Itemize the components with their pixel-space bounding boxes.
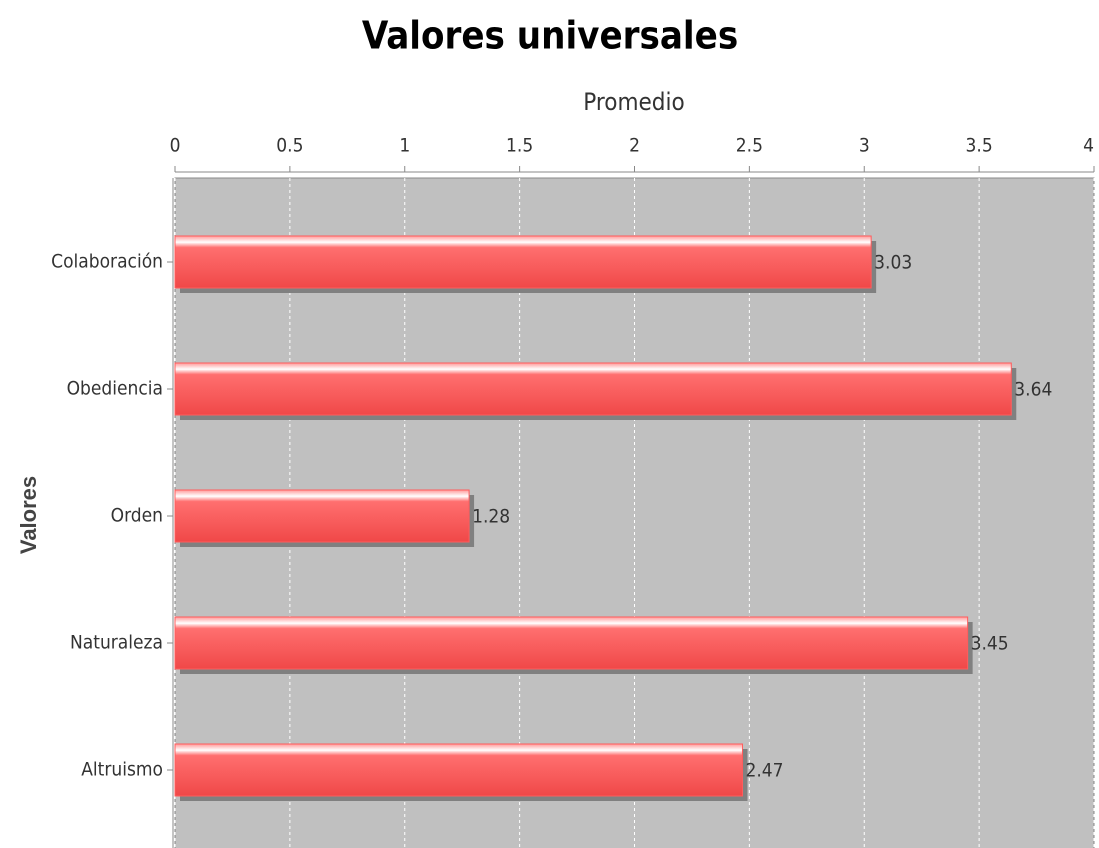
x-tick-label: 3.5 <box>966 135 993 157</box>
bar <box>174 743 743 797</box>
y-axis-label: Valores <box>16 476 41 554</box>
chart-title: Valores universales <box>362 14 738 58</box>
data-label: 3.64 <box>1014 379 1052 401</box>
y-tick-label: Orden <box>111 505 163 527</box>
x-tick-label: 2 <box>629 135 640 157</box>
bar <box>174 616 969 670</box>
y-tick-label: Altruismo <box>81 759 163 781</box>
x-tick-label: 0 <box>170 135 181 157</box>
y-tick-label: Obediencia <box>67 378 163 400</box>
x-axis-label: Promedio <box>583 88 684 116</box>
data-label: 3.03 <box>874 252 912 274</box>
bar <box>174 362 1012 416</box>
x-tick-label: 2.5 <box>736 135 763 157</box>
x-tick-label: 1 <box>399 135 410 157</box>
data-label: 3.45 <box>971 633 1009 655</box>
x-tick-label: 0.5 <box>276 135 303 157</box>
x-tick-label: 1.5 <box>506 135 533 157</box>
data-label: 1.28 <box>472 506 510 528</box>
y-tick-label: Naturaleza <box>70 632 163 654</box>
bar <box>174 235 872 289</box>
x-tick-label: 4 <box>1083 135 1094 157</box>
x-tick-label: 3 <box>859 135 870 157</box>
y-tick-label: Colaboración <box>51 251 163 273</box>
bar <box>174 489 470 543</box>
data-label: 2.47 <box>745 760 783 782</box>
